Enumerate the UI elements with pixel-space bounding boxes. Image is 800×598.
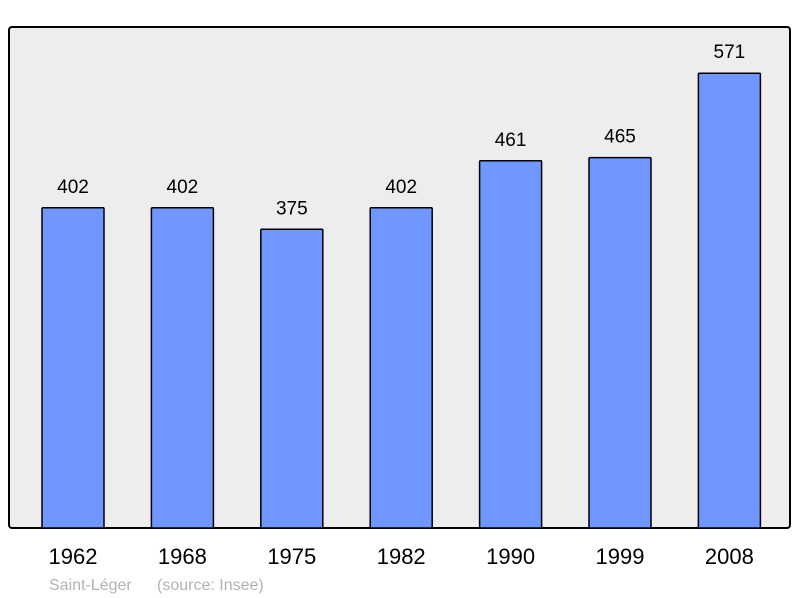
- x-tick-label: 1962: [49, 544, 98, 569]
- x-tick-label: 1982: [377, 544, 426, 569]
- data-label-1982: 402: [385, 177, 417, 198]
- data-label-1962: 402: [57, 177, 89, 198]
- footer-place: Saint-Léger: [49, 577, 132, 594]
- x-tick-label: 1968: [158, 544, 207, 569]
- x-tick-label: 1999: [596, 544, 645, 569]
- bar-2008: [697, 72, 762, 529]
- x-tick-label: 1990: [486, 544, 535, 569]
- data-label-1975: 375: [276, 198, 308, 219]
- bar-1968: [150, 207, 215, 529]
- data-label-1999: 465: [604, 127, 636, 148]
- data-label-1990: 461: [495, 130, 527, 151]
- bar-1982: [369, 207, 433, 529]
- data-label-1968: 402: [167, 177, 199, 198]
- bar-1990: [478, 160, 543, 529]
- footer-source: (source: Insee): [157, 577, 264, 594]
- x-tick-label: 1975: [267, 544, 316, 569]
- bar-1962: [41, 207, 105, 529]
- bar-1999: [588, 156, 652, 529]
- data-label-2008: 571: [714, 42, 746, 63]
- x-tick-label: 2008: [705, 544, 754, 569]
- bar-1975: [260, 228, 324, 529]
